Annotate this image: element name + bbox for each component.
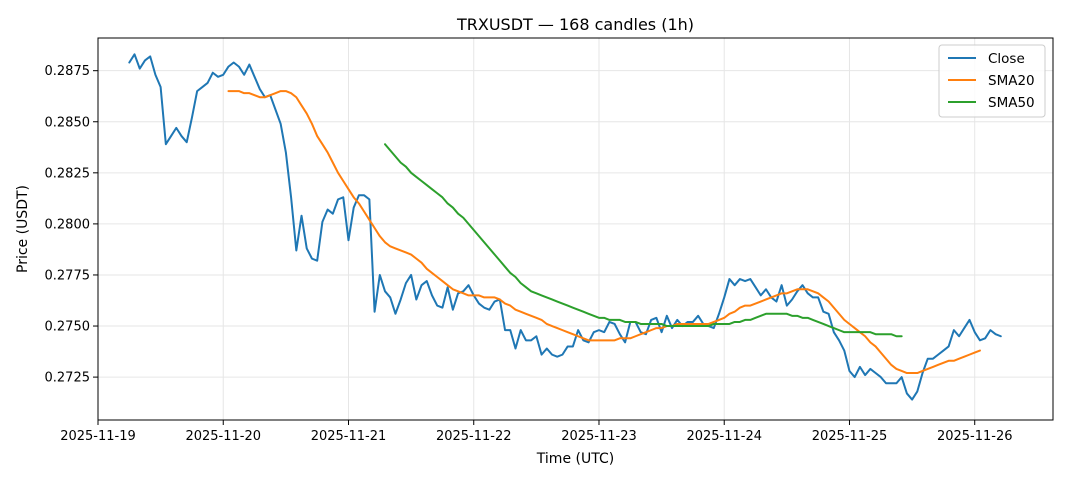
y-tick-label: 0.2750 [45,320,91,335]
plot-frame [97,37,1054,421]
series-line-sma20 [227,90,981,375]
series-line-close [128,53,1002,401]
y-axis-ticks: 0.2725 0.2750 0.2775 0.2800 0.2825 0.2850 0.28… [45,64,98,386]
grid [97,38,1053,420]
y-tick-label: 0.2850 [45,115,91,130]
legend-label-sma20: SMA20 [988,73,1035,89]
x-axis-ticks: 2025-11-19 2025-11-20 2025-11-21 2025-11-22… [60,420,1013,444]
x-tick-label: 2025-11-22 [436,429,512,444]
x-tick-label: 2025-11-20 [185,429,261,444]
y-tick-label: 0.2725 [45,371,91,386]
y-tick-label: 0.2875 [45,64,91,79]
x-tick-label: 2025-11-24 [686,429,762,444]
y-tick-label: 0.2800 [45,217,91,232]
legend-label-close: Close [988,51,1025,67]
y-axis-label: Price (USDT) [15,185,31,273]
x-tick-label: 2025-11-21 [311,429,387,444]
legend-label-sma50: SMA50 [988,95,1035,111]
y-tick-label: 0.2825 [45,166,91,181]
x-tick-label: 2025-11-23 [561,429,637,444]
chart-title: TRXUSDT — 168 candles (1h) [456,15,694,34]
x-tick-label: 2025-11-26 [937,429,1013,444]
x-axis-label: Time (UTC) [536,451,614,467]
x-tick-label: 2025-11-25 [812,429,888,444]
y-tick-label: 0.2775 [45,268,91,283]
series-lines [128,53,1002,401]
legend-box [938,44,1046,118]
series-line-sma50 [384,143,903,338]
x-tick-label: 2025-11-19 [60,429,136,444]
legend: Close SMA20 SMA50 [938,44,1046,118]
